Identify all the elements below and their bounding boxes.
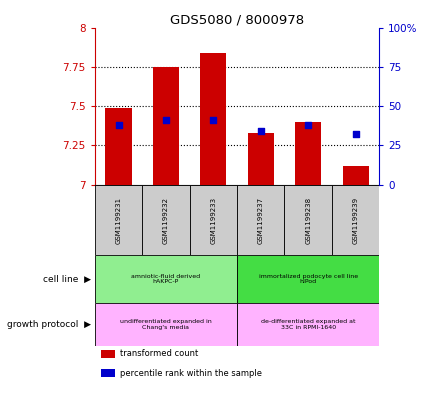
Bar: [100, 369, 114, 377]
Bar: [237, 185, 284, 255]
Text: GSM1199237: GSM1199237: [257, 196, 263, 244]
Title: GDS5080 / 8000978: GDS5080 / 8000978: [169, 13, 304, 26]
Bar: [200, 53, 226, 185]
Point: [209, 117, 216, 123]
Text: GSM1199238: GSM1199238: [304, 196, 310, 244]
Text: transformed count: transformed count: [120, 349, 198, 358]
Text: undifferentiated expanded in
Chang's media: undifferentiated expanded in Chang's med…: [120, 319, 211, 330]
Bar: [100, 350, 114, 358]
Text: de-differentiated expanded at
33C in RPMI-1640: de-differentiated expanded at 33C in RPM…: [260, 319, 355, 330]
Text: amniotic-fluid derived
hAKPC-P: amniotic-fluid derived hAKPC-P: [131, 274, 200, 285]
Text: GSM1199233: GSM1199233: [210, 196, 216, 244]
Bar: [95, 255, 237, 303]
Text: GSM1199231: GSM1199231: [115, 196, 121, 244]
Point: [304, 122, 311, 128]
Bar: [189, 185, 236, 255]
Text: growth protocol  ▶: growth protocol ▶: [6, 320, 90, 329]
Point: [115, 122, 122, 128]
Bar: [153, 67, 178, 185]
Bar: [95, 303, 237, 346]
Point: [257, 128, 264, 134]
Text: percentile rank within the sample: percentile rank within the sample: [120, 369, 262, 378]
Text: GSM1199232: GSM1199232: [163, 196, 169, 244]
Text: GSM1199239: GSM1199239: [352, 196, 358, 244]
Bar: [105, 108, 131, 185]
Text: cell line  ▶: cell line ▶: [43, 275, 90, 283]
Point: [351, 131, 358, 138]
Bar: [142, 185, 189, 255]
Bar: [95, 185, 142, 255]
Bar: [237, 255, 378, 303]
Bar: [342, 166, 368, 185]
Bar: [295, 122, 320, 185]
Point: [162, 117, 169, 123]
Bar: [247, 133, 273, 185]
Bar: [237, 303, 378, 346]
Bar: [331, 185, 378, 255]
Bar: [284, 185, 331, 255]
Text: immortalized podocyte cell line
hIPod: immortalized podocyte cell line hIPod: [258, 274, 357, 285]
